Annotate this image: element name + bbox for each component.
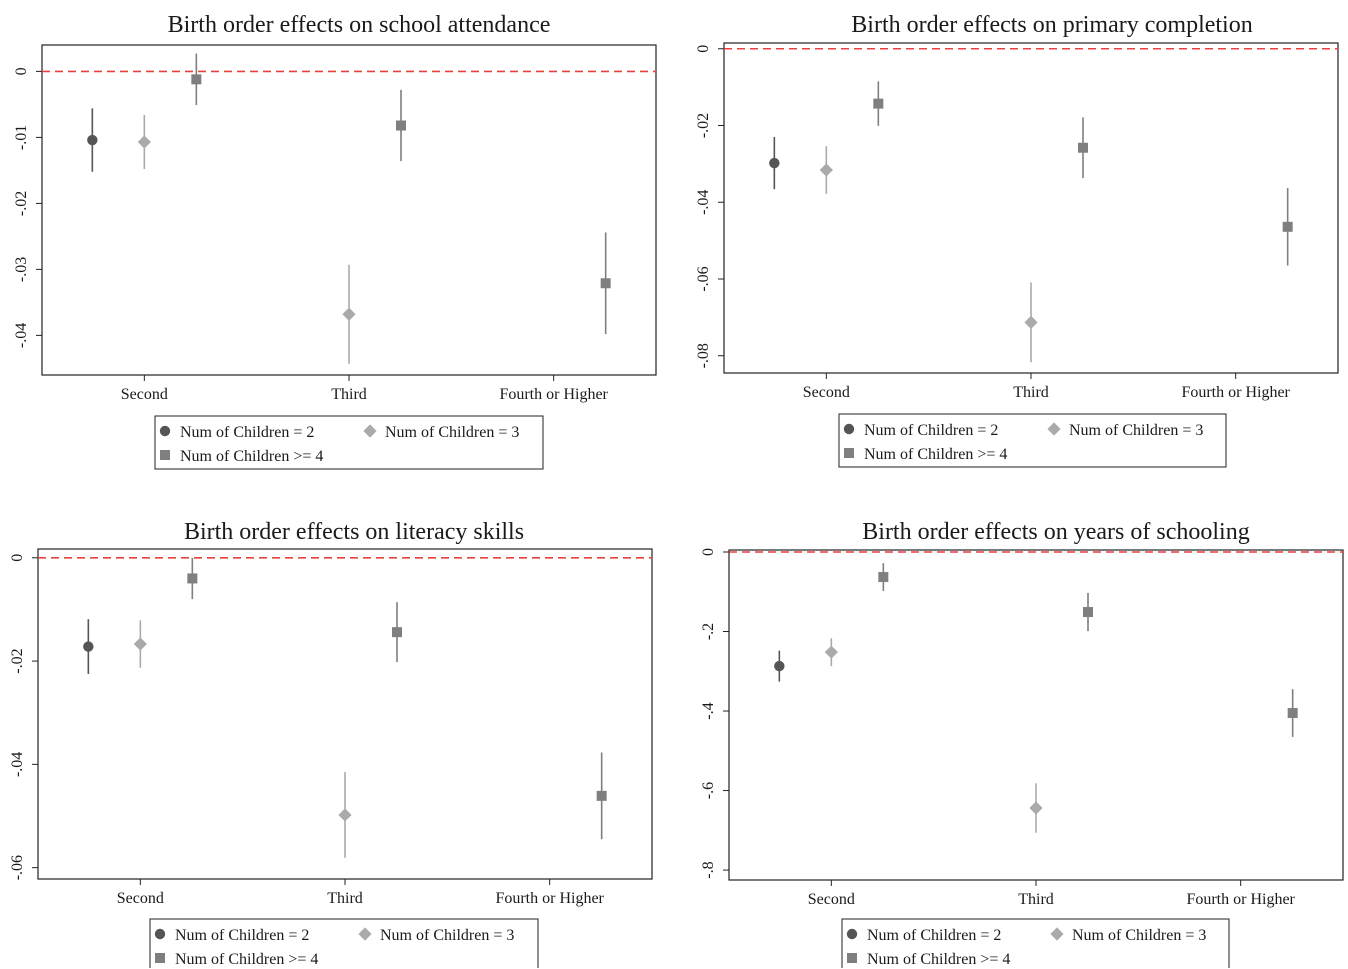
x-tick-label: Second: [803, 384, 850, 401]
y-tick-label: -.04: [695, 190, 712, 215]
point-estimate: [1083, 607, 1093, 618]
chart-panel-literacy-skills: Birth order effects on literacy skills 0…: [0, 484, 674, 968]
x-tick-label: Second: [117, 890, 164, 907]
point-estimate: [873, 98, 884, 109]
legend-label: Num of Children = 2: [180, 424, 314, 441]
point-estimate: [342, 307, 356, 321]
legend-marker: [154, 928, 166, 940]
point-estimate: [83, 641, 94, 652]
point-estimate: [769, 157, 780, 169]
point-estimate: [1078, 142, 1088, 153]
y-tick-label: -.03: [13, 257, 30, 282]
legend-marker: [155, 953, 165, 963]
chart-title: Birth order effects on school attendance: [168, 12, 551, 38]
y-tick-label: 0: [9, 554, 26, 562]
x-tick-label: Third: [1013, 384, 1049, 401]
legend-marker: [846, 928, 858, 940]
y-tick-label: 0: [695, 45, 712, 53]
legend-box: [149, 918, 539, 968]
legend-label: Num of Children >= 4: [864, 446, 1007, 463]
y-tick-label: -.2: [700, 623, 717, 640]
chart-title: Birth order effects on years of schoolin…: [862, 519, 1249, 545]
legend-box: [841, 918, 1230, 968]
legend-label: Num of Children = 3: [1072, 927, 1206, 944]
y-tick-label: -.8: [700, 861, 717, 878]
point-estimate: [1029, 801, 1043, 815]
y-tick-label: -.06: [9, 855, 26, 880]
point-estimate: [1287, 708, 1298, 719]
x-tick-label: Third: [1018, 891, 1054, 908]
legend-label: Num of Children = 3: [385, 424, 519, 441]
legend-box: [154, 415, 544, 470]
x-tick-label: Second: [121, 386, 168, 403]
legend-marker: [844, 448, 854, 458]
x-tick-label: Fourth or Higher: [1181, 384, 1290, 401]
chart-panel-primary-completion: Birth order effects on primary completio…: [674, 0, 1348, 484]
point-estimate: [774, 660, 785, 672]
legend-marker: [847, 953, 857, 963]
point-estimate: [338, 808, 352, 822]
point-estimate: [191, 74, 202, 85]
legend-label: Num of Children = 3: [380, 927, 514, 944]
y-tick-label: -.06: [695, 266, 712, 291]
legend-label: Num of Children >= 4: [175, 951, 318, 968]
chart-title: Birth order effects on literacy skills: [184, 519, 524, 545]
legend-marker: [358, 927, 372, 941]
point-estimate: [392, 627, 402, 638]
legend-box: [838, 413, 1227, 468]
point-estimate: [133, 637, 147, 651]
x-tick-label: Third: [331, 386, 367, 403]
point-estimate: [596, 790, 607, 801]
y-tick-label: -.04: [9, 752, 26, 777]
chart-panel-school-attendance: Birth order effects on school attendance…: [0, 0, 674, 484]
chart-primary-completion: Birth order effects on primary completio…: [695, 12, 1339, 468]
point-estimate: [87, 134, 98, 146]
point-estimate: [819, 163, 833, 177]
legend-label: Num of Children >= 4: [180, 448, 323, 465]
point-estimate: [187, 573, 198, 584]
point-estimate: [137, 135, 151, 149]
chart-literacy-skills: Birth order effects on literacy skills 0…: [9, 519, 653, 968]
x-tick-label: Second: [808, 891, 855, 908]
legend-label: Num of Children = 2: [867, 927, 1001, 944]
legend-marker: [160, 450, 170, 460]
legend-label: Num of Children >= 4: [867, 951, 1010, 968]
legend-label: Num of Children = 2: [864, 422, 998, 439]
y-tick-label: -.6: [700, 782, 717, 799]
point-estimate: [1282, 221, 1293, 232]
legend-marker: [159, 425, 171, 437]
point-estimate: [824, 645, 838, 659]
x-tick-label: Fourth or Higher: [1186, 891, 1295, 908]
chart-school-attendance: Birth order effects on school attendance…: [13, 12, 657, 470]
y-tick-label: 0: [700, 548, 717, 556]
legend-marker: [843, 423, 855, 435]
y-tick-label: -.01: [13, 125, 30, 150]
y-tick-label: -.4: [700, 702, 717, 719]
chart-title: Birth order effects on primary completio…: [851, 12, 1252, 38]
point-estimate: [878, 572, 889, 583]
y-tick-label: -.02: [9, 648, 26, 673]
y-tick-label: -.08: [695, 343, 712, 368]
x-tick-label: Fourth or Higher: [495, 890, 604, 907]
y-tick-label: -.02: [13, 191, 30, 216]
point-estimate: [396, 120, 406, 131]
chart-panel-years-of-schooling: Birth order effects on years of schoolin…: [674, 484, 1348, 968]
legend-label: Num of Children = 2: [175, 927, 309, 944]
point-estimate: [600, 278, 611, 289]
y-tick-label: -.02: [695, 113, 712, 138]
x-tick-label: Fourth or Higher: [499, 386, 608, 403]
y-tick-label: 0: [13, 67, 30, 75]
y-tick-label: -.04: [13, 323, 30, 348]
chart-years-of-schooling: Birth order effects on years of schoolin…: [700, 519, 1344, 968]
legend-marker: [363, 424, 377, 438]
legend-label: Num of Children = 3: [1069, 422, 1203, 439]
point-estimate: [1024, 315, 1038, 329]
x-tick-label: Third: [327, 890, 363, 907]
